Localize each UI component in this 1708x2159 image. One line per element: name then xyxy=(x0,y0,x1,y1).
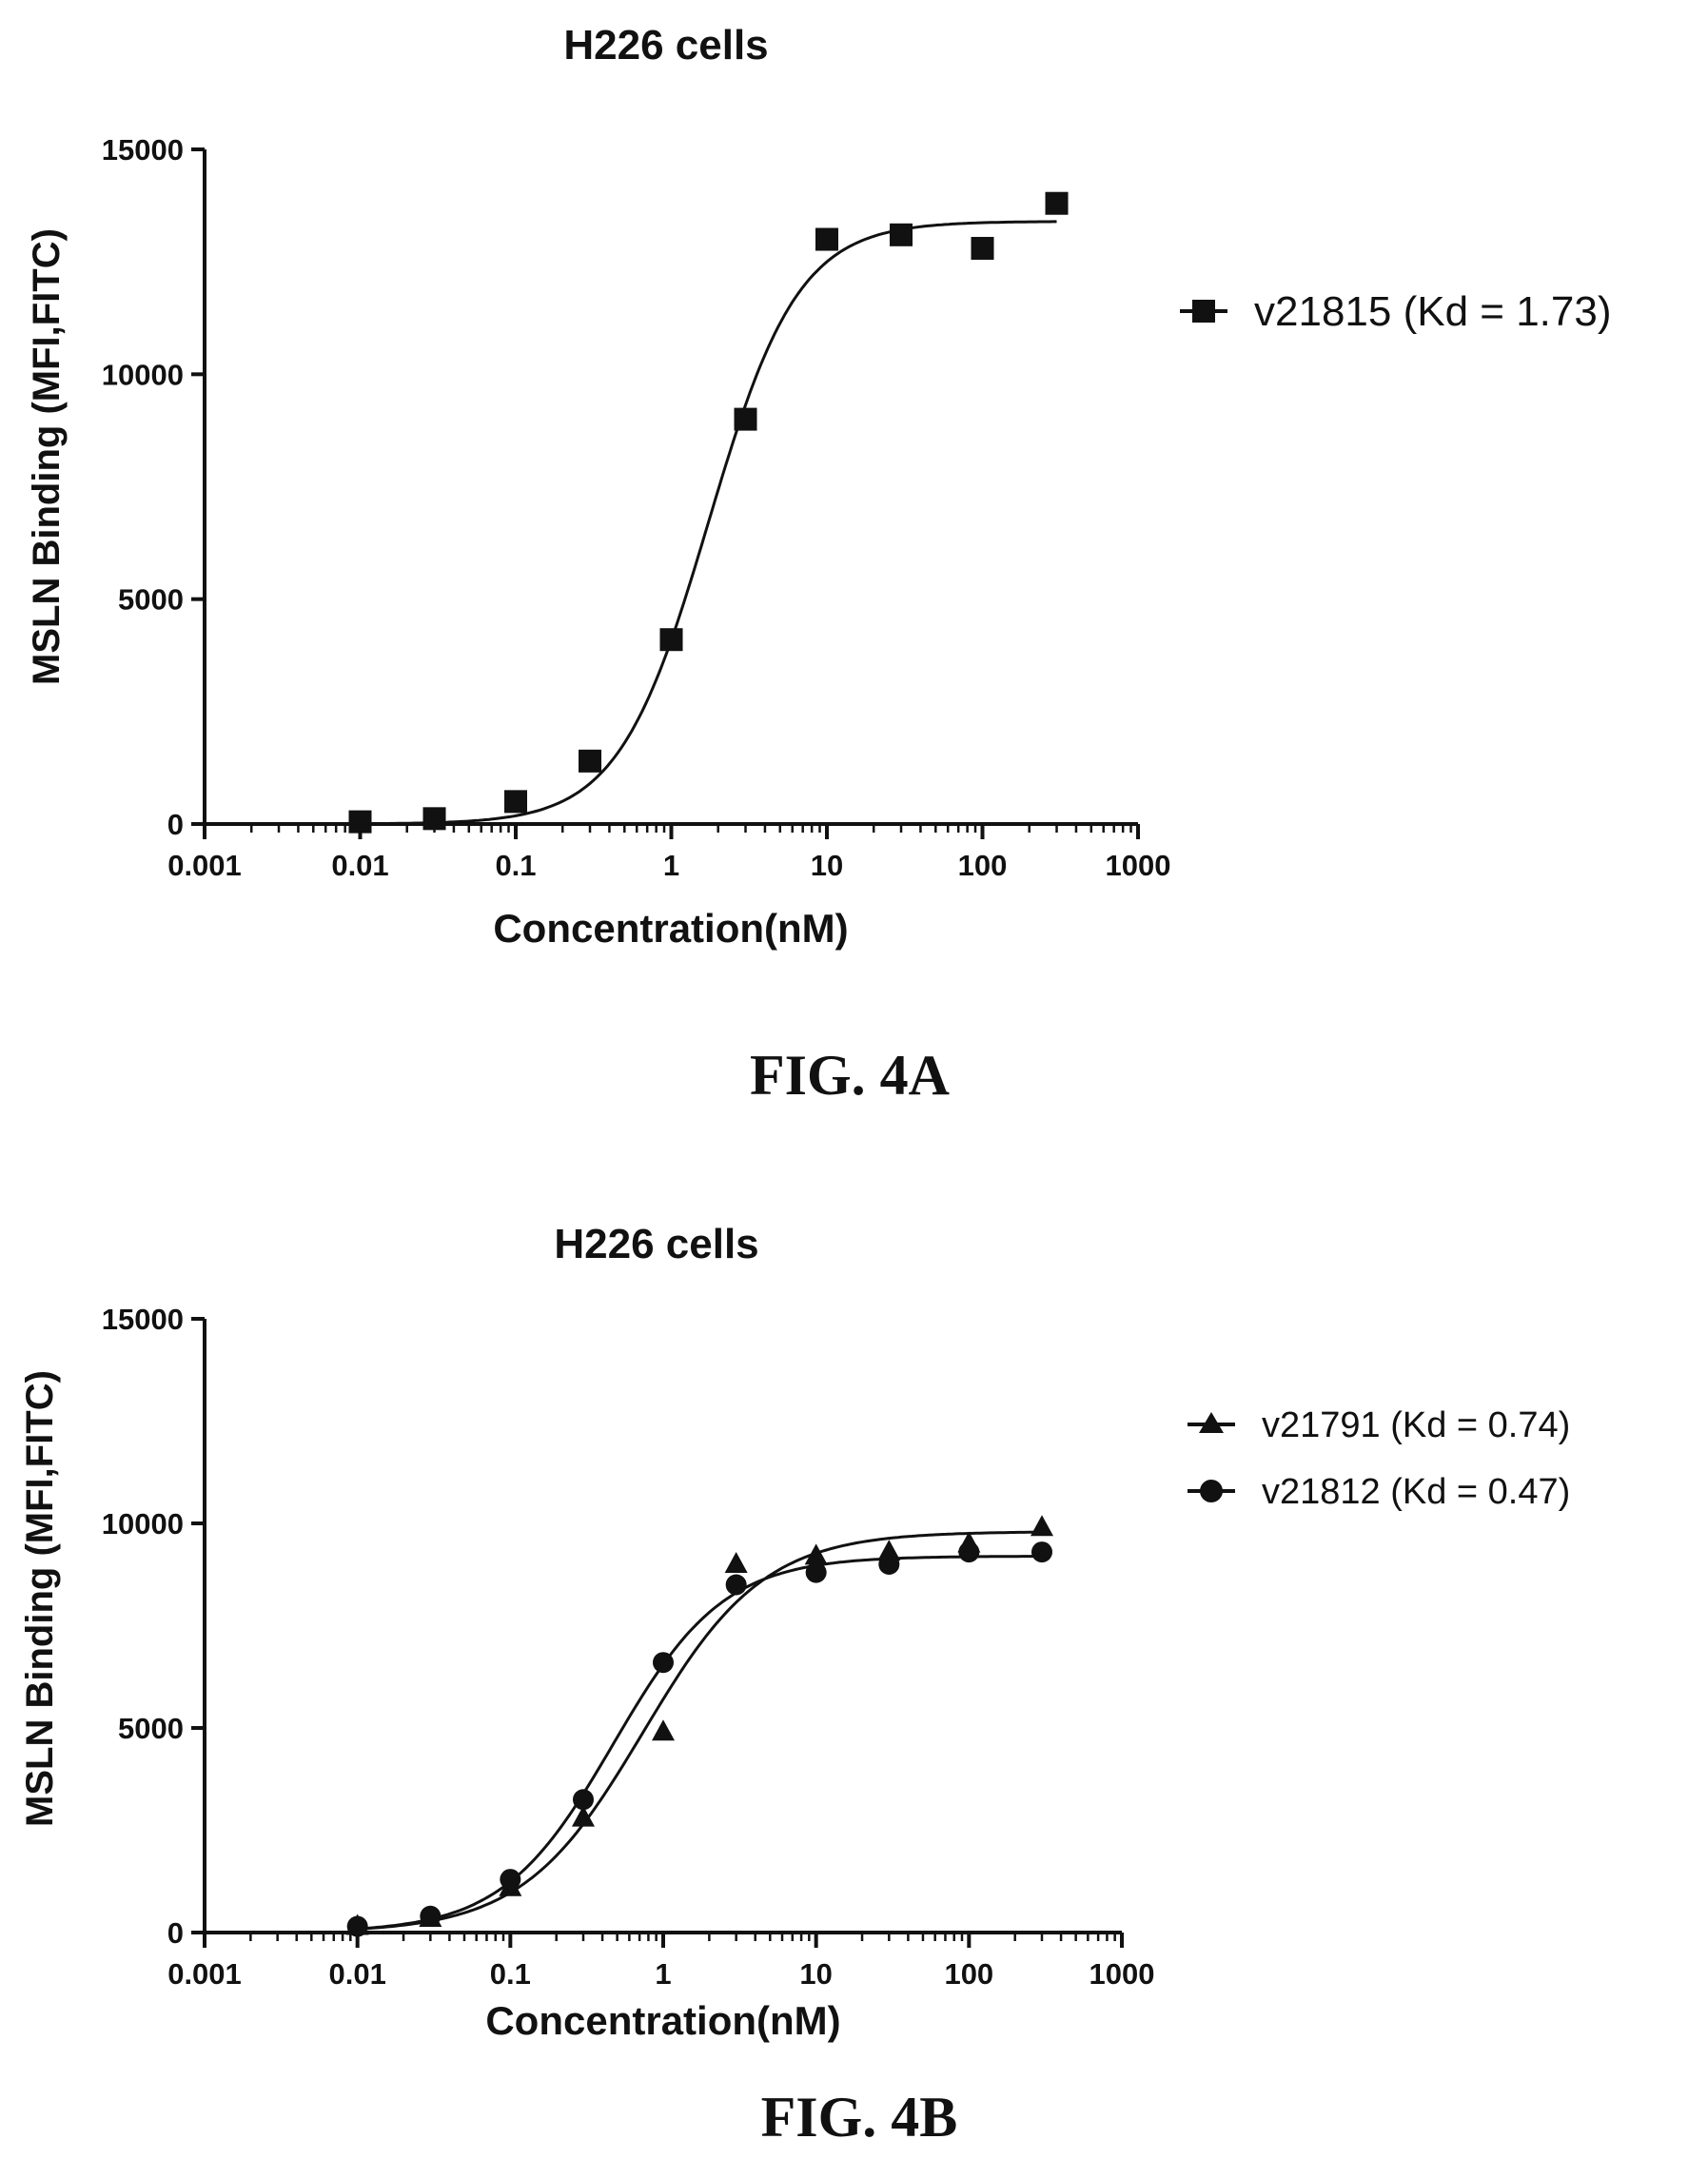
y-axis-label: MSLN Binding (MFI,FITC) xyxy=(19,1370,61,1827)
data-point-triangle xyxy=(1030,1515,1053,1537)
plot-area: 0 5000 10000 15000 0.001 0.01 0.1 1 10 100 1000 xyxy=(102,1303,1155,1991)
data-point-circle xyxy=(346,1915,368,1937)
y-tick-label: 0 xyxy=(167,808,184,841)
legend-entry-v21812: v21812 (Kd = 0.47) xyxy=(1262,1472,1570,1512)
y-axis-label: MSLN Binding (MFI,FITC) xyxy=(26,228,68,685)
data-point-circle xyxy=(572,1789,594,1811)
data-point-triangle xyxy=(724,1552,748,1573)
x-tick-label: 0.1 xyxy=(490,1957,531,1991)
figure-caption: FIG. 4B xyxy=(761,2086,958,2149)
data-point-square xyxy=(659,628,683,652)
x-tick-label: 100 xyxy=(958,849,1008,882)
data-point-square xyxy=(1045,191,1069,215)
x-tick-label: 100 xyxy=(944,1957,993,1991)
data-point-circle xyxy=(958,1541,980,1563)
x-tick-label: 0.1 xyxy=(495,849,536,882)
chart-title: H226 cells xyxy=(563,22,768,69)
y-tick-label: 15000 xyxy=(102,133,184,167)
legend-marker-square xyxy=(1192,300,1215,323)
data-point-square xyxy=(348,810,372,834)
x-tick-label: 0.01 xyxy=(328,1957,385,1991)
data-point-circle xyxy=(805,1561,827,1583)
x-tick-label: 1 xyxy=(663,849,679,882)
data-point-circle xyxy=(500,1869,521,1891)
x-tick-label: 10 xyxy=(811,849,843,882)
data-point-circle xyxy=(1031,1541,1052,1563)
chart-panel-4a: H226 cells 0 5000 10000 15000 0.001 0.01 0.1 1 1… xyxy=(26,22,1611,1107)
data-point-square xyxy=(890,223,913,246)
x-tick-label: 1000 xyxy=(1106,849,1171,882)
data-point-square xyxy=(734,407,757,431)
x-tick-label: 1000 xyxy=(1090,1957,1155,1991)
chart-panel-4b: H226 cells 0 5000 10000 15000 0.001 0.01 0.1 1 1… xyxy=(19,1221,1570,2149)
fit-curve-square xyxy=(360,220,1057,826)
x-tick-label: 1 xyxy=(655,1957,671,1991)
y-tick-label: 5000 xyxy=(118,583,184,617)
x-axis-label: Concentration(nM) xyxy=(493,906,848,951)
data-point-triangle xyxy=(804,1543,828,1565)
data-point-triangle xyxy=(877,1540,901,1561)
data-point-circle xyxy=(725,1574,747,1596)
figure-caption: FIG. 4A xyxy=(750,1044,950,1107)
data-point-square xyxy=(971,236,994,260)
data-point-triangle xyxy=(652,1719,675,1741)
data-point-circle xyxy=(653,1652,674,1674)
fit-curve-triangle xyxy=(357,1530,1042,1931)
legend-entry-v21815: v21815 (Kd = 1.73) xyxy=(1254,288,1611,335)
x-axis-label: Concentration(nM) xyxy=(485,1998,840,2043)
chart-title: H226 cells xyxy=(554,1221,758,1267)
legend-entry-v21791: v21791 (Kd = 0.74) xyxy=(1262,1405,1570,1445)
y-tick-label: 5000 xyxy=(118,1712,184,1745)
y-tick-label: 10000 xyxy=(102,1507,184,1541)
legend: v21815 (Kd = 1.73) xyxy=(1180,288,1611,335)
legend-marker-circle xyxy=(1200,1480,1223,1502)
data-point-square xyxy=(579,749,602,773)
y-tick-label: 10000 xyxy=(102,358,184,391)
legend-marker-triangle xyxy=(1199,1412,1224,1433)
y-tick-label: 0 xyxy=(167,1916,184,1950)
x-tick-label: 0.01 xyxy=(331,849,388,882)
data-point-square xyxy=(815,227,838,251)
x-tick-label: 0.001 xyxy=(167,1957,242,1991)
fit-curve-circle xyxy=(357,1555,1042,1931)
y-tick-label: 15000 xyxy=(102,1303,184,1336)
data-point-circle xyxy=(878,1554,900,1575)
data-point-square xyxy=(422,807,446,831)
legend: v21791 (Kd = 0.74) v21812 (Kd = 0.47) xyxy=(1188,1405,1570,1512)
data-point-circle xyxy=(420,1905,442,1927)
plot-area: 0 5000 10000 15000 0.001 0.01 0.1 1 10 100 1000 xyxy=(102,133,1171,882)
x-tick-label: 0.001 xyxy=(167,849,242,882)
data-point-square xyxy=(504,790,527,814)
data-point-triangle xyxy=(571,1805,595,1827)
x-tick-label: 10 xyxy=(799,1957,832,1991)
